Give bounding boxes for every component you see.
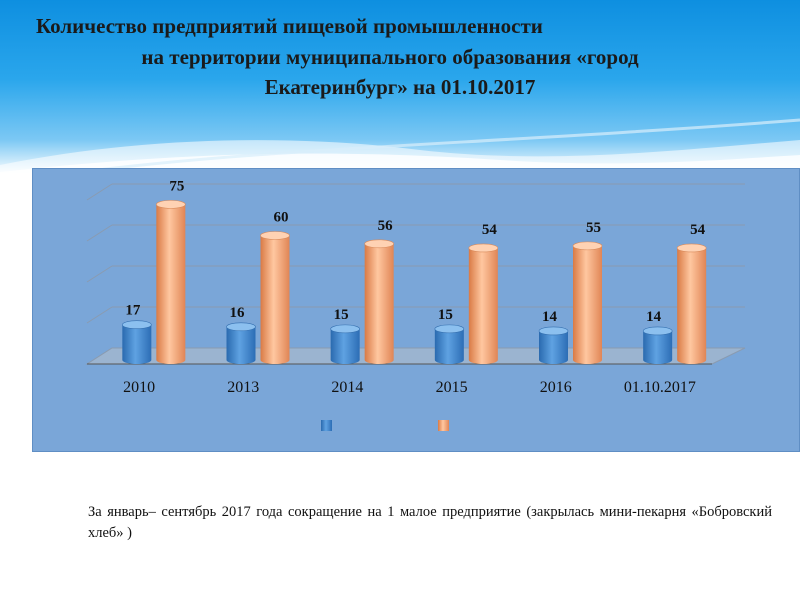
bar-series-b	[573, 245, 602, 364]
title-banner: Количество предприятий пищевой промышлен…	[0, 0, 800, 175]
x-tick-label: 2010	[123, 379, 155, 396]
data-label: 54	[482, 222, 498, 238]
bar-series-a	[330, 328, 360, 364]
data-label: 54	[690, 222, 706, 238]
bar-series-b	[364, 243, 394, 364]
x-tick-label: 01.10.2017	[624, 379, 696, 396]
x-tick-label: 2016	[540, 379, 572, 396]
bar-series-a	[539, 330, 568, 364]
bar-top	[122, 320, 152, 330]
chart-title-line-3: Екатеринбург» на 01.10.2017	[264, 75, 536, 99]
bar-series-a	[122, 324, 152, 364]
bar-series-a	[434, 328, 464, 364]
bar-top	[538, 326, 569, 336]
bar-series-a	[226, 326, 256, 364]
data-label: 16	[230, 305, 246, 321]
data-label: 56	[378, 218, 394, 234]
x-tick-label: 2015	[436, 379, 468, 396]
data-label: 14	[542, 309, 558, 325]
legend-marker	[438, 420, 449, 431]
bar-top	[642, 326, 673, 336]
bar-top	[676, 243, 707, 253]
bar-top	[226, 322, 256, 332]
legend-marker	[321, 420, 332, 431]
bar-chart: 17 75 2010 16 60 2013 15 56 2014 15 54 2015 14 55 2016…	[85, 178, 746, 431]
x-tick-label: 2014	[331, 379, 363, 396]
bar-top	[260, 231, 290, 240]
data-label: 75	[169, 178, 184, 194]
x-tick-label: 2013	[227, 379, 259, 396]
data-label: 15	[334, 307, 349, 323]
gridline-side	[86, 306, 113, 324]
data-label: 60	[274, 210, 289, 226]
bar-series-b	[468, 247, 498, 364]
bar-top	[156, 200, 186, 209]
bar-series-b	[156, 204, 186, 364]
chart-title-line-2: на территории муниципального образования…	[141, 45, 639, 69]
data-label: 14	[646, 309, 662, 325]
bar-top	[330, 324, 360, 334]
gridline-side	[86, 265, 113, 283]
gridline-side	[86, 183, 113, 201]
gridline-side	[86, 224, 113, 242]
bar-top	[572, 241, 603, 251]
data-label: 55	[586, 220, 601, 236]
bar-series-a	[643, 330, 673, 364]
chart-title-line-1: Количество предприятий пищевой промышлен…	[36, 14, 543, 38]
data-label: 17	[125, 303, 141, 319]
bar-series-b	[260, 235, 290, 364]
bar-top	[364, 239, 394, 249]
bar-top	[434, 324, 465, 334]
data-label: 15	[438, 307, 453, 323]
bar-top	[468, 243, 499, 253]
bar-series-b	[677, 247, 707, 364]
chart-panel: 17 75 2010 16 60 2013 15 56 2014 15 54 2015 14 55 2016…	[32, 168, 800, 452]
footnote: За январь– сентябрь 2017 года сокращение…	[88, 504, 772, 541]
